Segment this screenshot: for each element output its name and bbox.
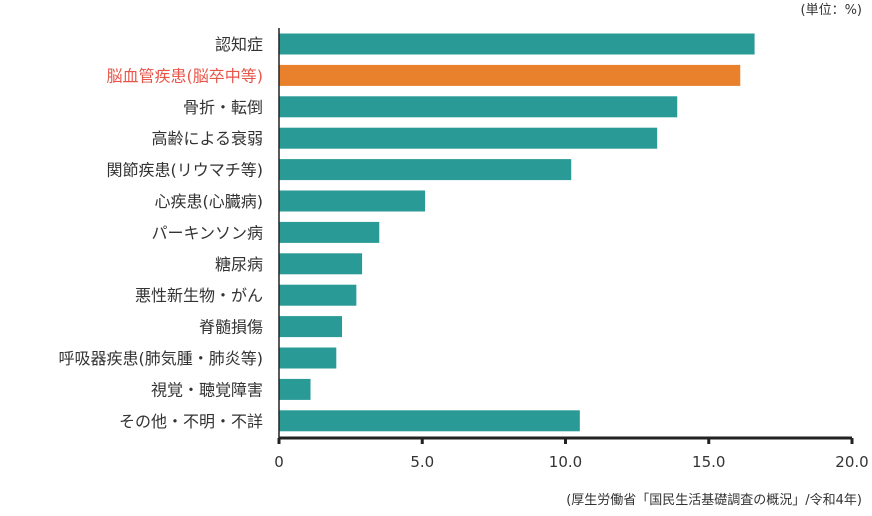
bar — [279, 190, 426, 212]
x-axis: 0 5.0 10.0 15.0 20.0 — [274, 28, 869, 471]
bar — [279, 316, 343, 338]
bar — [279, 284, 357, 306]
bars-layer — [279, 33, 755, 432]
bar — [279, 96, 678, 118]
x-tick-label: 15.0 — [692, 453, 725, 471]
unit-label: (単位：%) — [801, 2, 863, 18]
category-label: その他・不明・不詳 — [119, 412, 263, 431]
category-label: 脊髄損傷 — [199, 318, 263, 337]
bar — [279, 127, 658, 149]
bar — [279, 410, 580, 432]
category-label: 骨折・転倒 — [183, 98, 263, 117]
bar — [279, 64, 741, 86]
x-tick-label: 0 — [274, 453, 284, 471]
category-label: 脳血管疾患(脳卒中等) — [107, 66, 264, 85]
category-label: 高齢による衰弱 — [151, 129, 263, 148]
bar — [279, 33, 755, 55]
x-tick-label: 10.0 — [549, 453, 582, 471]
bar — [279, 159, 572, 181]
bar — [279, 253, 363, 275]
x-tick-label: 20.0 — [835, 453, 868, 471]
category-label: 心疾患(心臓病) — [155, 192, 264, 211]
category-label: 認知症 — [215, 35, 263, 54]
bar — [279, 347, 337, 369]
bar — [279, 221, 380, 243]
category-label: 視覚・聴覚障害 — [151, 380, 263, 399]
category-label: 糖尿病 — [215, 255, 263, 274]
category-label: 悪性新生物・がん — [135, 286, 263, 305]
source-note: (厚生労働省「国民生活基礎調査の概況」/令和4年) — [566, 493, 862, 508]
category-label: 呼吸器疾患(肺気腫・肺炎等) — [59, 349, 264, 368]
category-label: パーキンソン病 — [151, 223, 263, 242]
x-tick-label: 5.0 — [410, 453, 434, 471]
category-label: 関節疾患(リウマチ等) — [107, 161, 264, 180]
bar — [279, 378, 311, 400]
